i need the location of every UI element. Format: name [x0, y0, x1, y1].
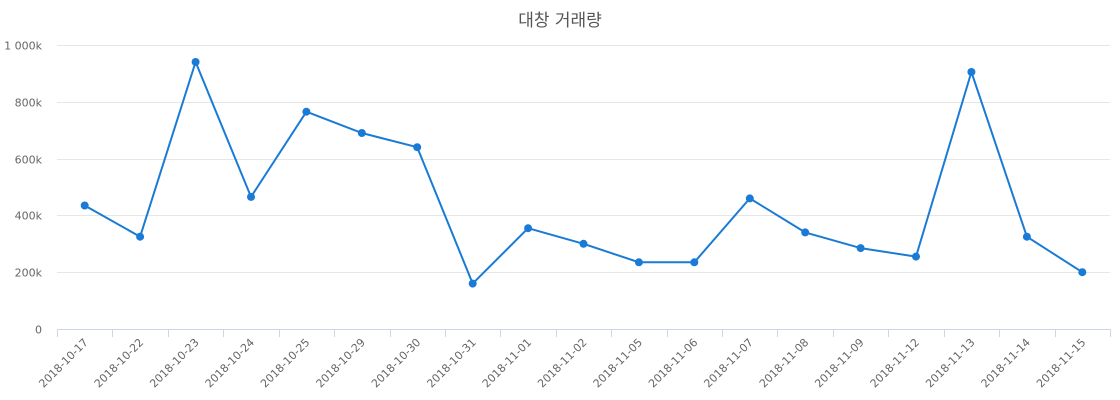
- x-tick-label: 2018-11-12: [868, 336, 922, 390]
- x-tick-label: 2018-11-05: [591, 336, 645, 390]
- data-point[interactable]: [1022, 232, 1031, 241]
- y-tick-label: 200k: [15, 267, 43, 280]
- x-tick-label: 2018-11-08: [757, 336, 811, 390]
- x-tick-label: 2018-11-06: [646, 336, 700, 390]
- data-point[interactable]: [690, 258, 699, 267]
- x-tick-label: 2018-10-25: [258, 336, 312, 390]
- data-point[interactable]: [801, 228, 810, 237]
- data-point[interactable]: [745, 194, 754, 203]
- y-tick-label: 400k: [15, 210, 43, 223]
- y-axis-labels: 0 200k 400k 600k 800k 1 000k: [4, 40, 42, 337]
- y-tick-label: 1 000k: [4, 40, 42, 53]
- series-layer: [80, 58, 1087, 288]
- y-tick-label: 800k: [15, 97, 43, 110]
- x-tick-label: 2018-10-22: [92, 336, 146, 390]
- x-tick-label: 2018-11-01: [480, 336, 534, 390]
- data-point[interactable]: [579, 239, 588, 248]
- x-tick-label: 2018-10-17: [36, 336, 90, 390]
- data-point[interactable]: [1078, 268, 1087, 277]
- data-point[interactable]: [856, 244, 865, 253]
- data-point[interactable]: [80, 201, 89, 210]
- x-axis: [57, 329, 1111, 337]
- data-point[interactable]: [302, 107, 311, 116]
- x-tick-label: 2018-11-09: [812, 336, 866, 390]
- x-tick-label: 2018-10-30: [369, 336, 423, 390]
- series-line: [84, 61, 1083, 285]
- x-tick-label: 2018-11-15: [1034, 336, 1088, 390]
- data-point[interactable]: [468, 279, 477, 288]
- data-point[interactable]: [191, 58, 200, 66]
- x-tick-label: 2018-11-13: [923, 336, 977, 390]
- x-tick-label: 2018-10-24: [203, 336, 257, 390]
- data-point[interactable]: [967, 68, 976, 76]
- data-point[interactable]: [524, 224, 533, 233]
- data-point[interactable]: [136, 232, 145, 241]
- data-point[interactable]: [413, 143, 422, 152]
- y-tick-label: 0: [35, 324, 42, 337]
- x-axis-labels: 2018-10-17 2018-10-22 2018-10-23 2018-10-24…: [36, 336, 1088, 390]
- chart-title: 대창 거래량: [518, 11, 602, 31]
- data-point[interactable]: [357, 129, 366, 137]
- x-tick-label: 2018-11-07: [701, 336, 755, 390]
- x-tick-label: 2018-10-29: [314, 336, 368, 390]
- x-tick-label: 2018-11-02: [535, 336, 589, 390]
- x-tick-label: 2018-11-14: [979, 336, 1033, 390]
- data-point[interactable]: [247, 192, 255, 201]
- x-tick-label: 2018-10-31: [424, 336, 478, 390]
- grid-lines: [57, 45, 1110, 273]
- x-tick-label: 2018-10-23: [147, 336, 201, 390]
- data-point[interactable]: [634, 258, 643, 267]
- data-point[interactable]: [912, 252, 920, 261]
- y-tick-label: 600k: [15, 154, 43, 167]
